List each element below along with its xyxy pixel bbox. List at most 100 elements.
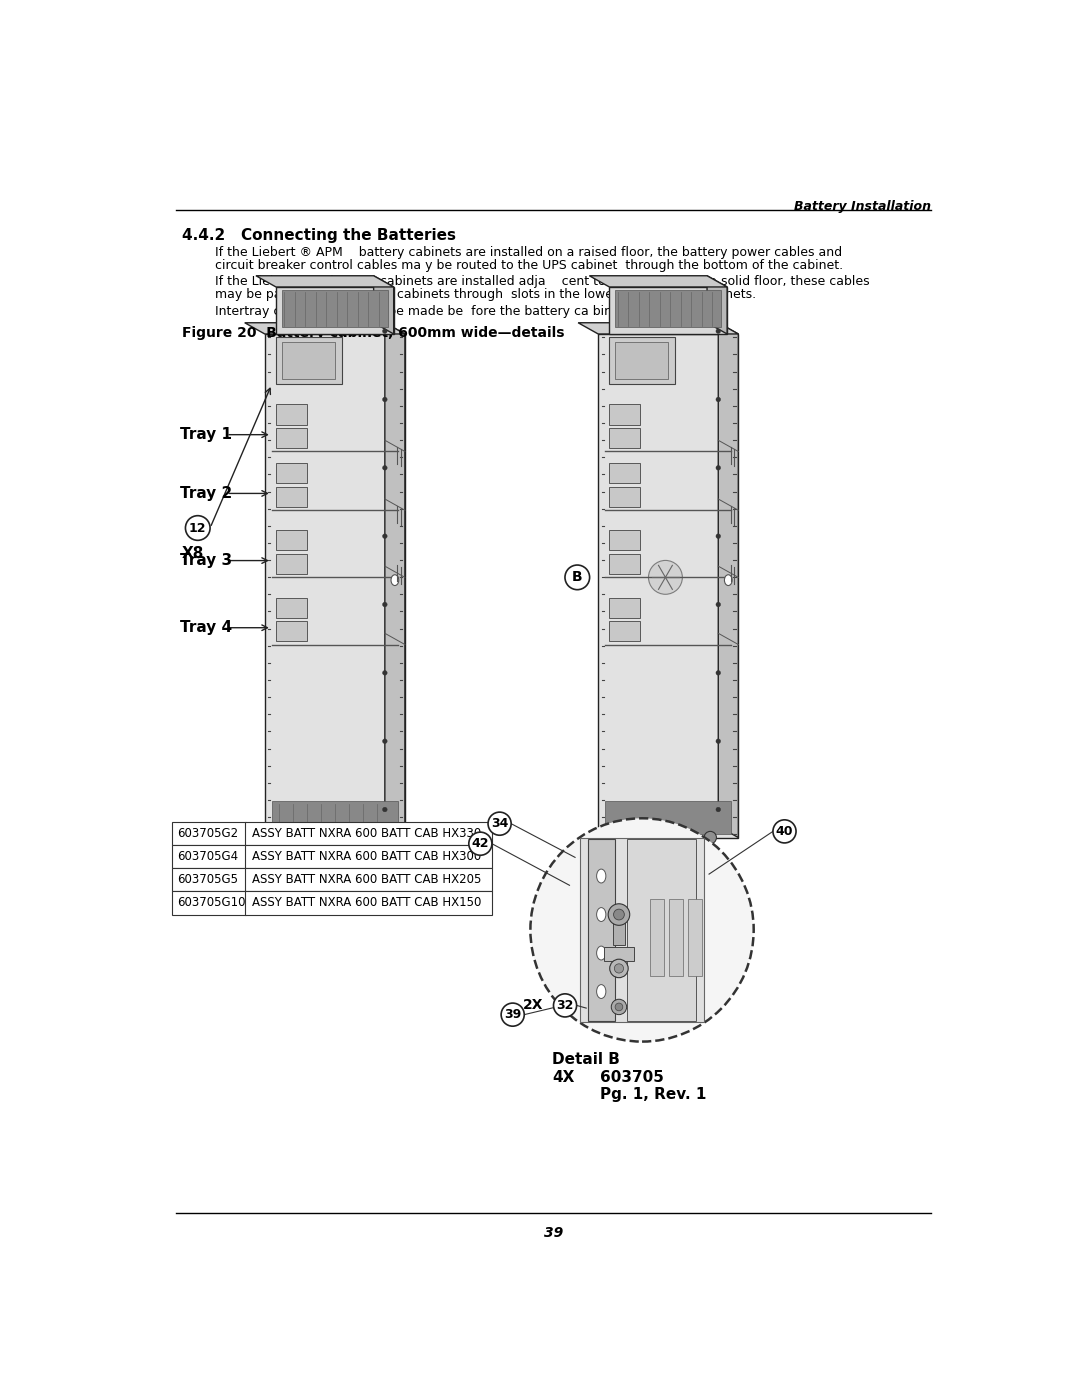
Polygon shape (609, 553, 640, 574)
Bar (245, 869, 491, 891)
Ellipse shape (596, 908, 606, 922)
Circle shape (382, 739, 387, 743)
Text: B: B (572, 570, 582, 584)
Polygon shape (609, 405, 640, 425)
Circle shape (716, 671, 720, 675)
Circle shape (382, 534, 387, 538)
Circle shape (382, 465, 387, 471)
Polygon shape (282, 291, 388, 327)
Polygon shape (245, 323, 405, 334)
Text: If the Liebert ® APM    battery cabinets are installed on a raised floor, the ba: If the Liebert ® APM battery cabinets ar… (215, 246, 841, 260)
Ellipse shape (596, 869, 606, 883)
Text: 603705G10: 603705G10 (177, 897, 245, 909)
Bar (245, 845, 491, 869)
Bar (589, 840, 616, 1021)
Text: 39: 39 (504, 1009, 522, 1021)
Circle shape (272, 831, 285, 844)
Polygon shape (276, 486, 307, 507)
Bar (688, 900, 702, 977)
Bar (604, 947, 634, 961)
Text: ASSY BATT NXRA 600 BATT CAB HX150: ASSY BATT NXRA 600 BATT CAB HX150 (252, 897, 481, 909)
Polygon shape (609, 427, 640, 448)
Text: circuit breaker control cables ma y be routed to the UPS cabinet  through the bo: circuit breaker control cables ma y be r… (215, 258, 842, 271)
Bar (626, 840, 696, 1021)
Ellipse shape (391, 574, 399, 585)
Circle shape (382, 328, 387, 334)
Circle shape (615, 964, 623, 974)
Polygon shape (707, 275, 727, 334)
Polygon shape (276, 337, 342, 384)
Polygon shape (276, 286, 394, 334)
Polygon shape (282, 342, 335, 379)
Bar (245, 891, 491, 915)
Polygon shape (276, 598, 307, 617)
Polygon shape (276, 405, 307, 425)
Circle shape (773, 820, 796, 842)
Text: 2X: 2X (523, 999, 543, 1013)
Circle shape (716, 465, 720, 471)
Text: 40: 40 (775, 824, 793, 838)
Polygon shape (256, 275, 394, 286)
Polygon shape (590, 275, 727, 286)
Bar (173, 845, 245, 869)
Polygon shape (374, 275, 394, 334)
Text: ASSY BATT NXRA 600 BATT CAB HX300: ASSY BATT NXRA 600 BATT CAB HX300 (252, 851, 481, 863)
Text: 603705G2: 603705G2 (177, 827, 238, 840)
Circle shape (565, 564, 590, 590)
Polygon shape (276, 427, 307, 448)
Circle shape (716, 807, 720, 812)
Text: ASSY BATT NXRA 600 BATT CAB HX330: ASSY BATT NXRA 600 BATT CAB HX330 (252, 827, 481, 840)
Circle shape (704, 831, 716, 844)
Polygon shape (605, 800, 731, 834)
Text: Detail B: Detail B (552, 1052, 620, 1066)
Polygon shape (265, 334, 405, 838)
Text: 39: 39 (544, 1227, 563, 1241)
Polygon shape (276, 622, 307, 641)
Text: 34: 34 (491, 817, 509, 830)
Ellipse shape (596, 985, 606, 999)
Circle shape (370, 831, 383, 844)
Polygon shape (276, 553, 307, 574)
Circle shape (616, 1003, 623, 1011)
Polygon shape (609, 286, 727, 334)
Polygon shape (609, 598, 640, 617)
Polygon shape (609, 531, 640, 550)
Circle shape (611, 999, 626, 1014)
Text: Battery Installation: Battery Installation (794, 200, 931, 212)
Bar (612, 915, 625, 946)
Text: ASSY BATT NXRA 600 BATT CAB HX205: ASSY BATT NXRA 600 BATT CAB HX205 (252, 873, 481, 886)
Circle shape (648, 560, 683, 594)
Text: Tray 3: Tray 3 (180, 553, 232, 569)
Circle shape (469, 833, 491, 855)
Text: may be passed between the cabinets through  slots in the lower sides of the cabi: may be passed between the cabinets throu… (215, 288, 756, 300)
Bar (650, 900, 663, 977)
Circle shape (608, 904, 630, 925)
Polygon shape (609, 486, 640, 507)
Circle shape (610, 960, 629, 978)
Text: Tray 4: Tray 4 (180, 620, 232, 636)
Circle shape (530, 819, 754, 1042)
Circle shape (716, 739, 720, 743)
Bar (245, 823, 491, 845)
Circle shape (554, 993, 577, 1017)
Polygon shape (609, 337, 675, 384)
Circle shape (716, 397, 720, 402)
Bar (173, 869, 245, 891)
Text: 4X: 4X (552, 1070, 575, 1085)
Ellipse shape (596, 946, 606, 960)
Text: 32: 32 (556, 999, 573, 1011)
Circle shape (488, 812, 511, 835)
Bar (580, 838, 704, 1023)
Text: 603705G5: 603705G5 (177, 873, 238, 886)
Text: Figure 20  Battery cabinet, 600mm wide—details: Figure 20 Battery cabinet, 600mm wide—de… (183, 327, 565, 341)
Text: Tray 1: Tray 1 (180, 427, 232, 443)
Ellipse shape (725, 574, 732, 585)
Circle shape (613, 909, 624, 921)
Circle shape (382, 397, 387, 402)
Circle shape (606, 831, 619, 844)
Circle shape (382, 602, 387, 606)
Polygon shape (276, 531, 307, 550)
Circle shape (716, 328, 720, 334)
Text: 12: 12 (189, 521, 206, 535)
Circle shape (501, 1003, 524, 1027)
